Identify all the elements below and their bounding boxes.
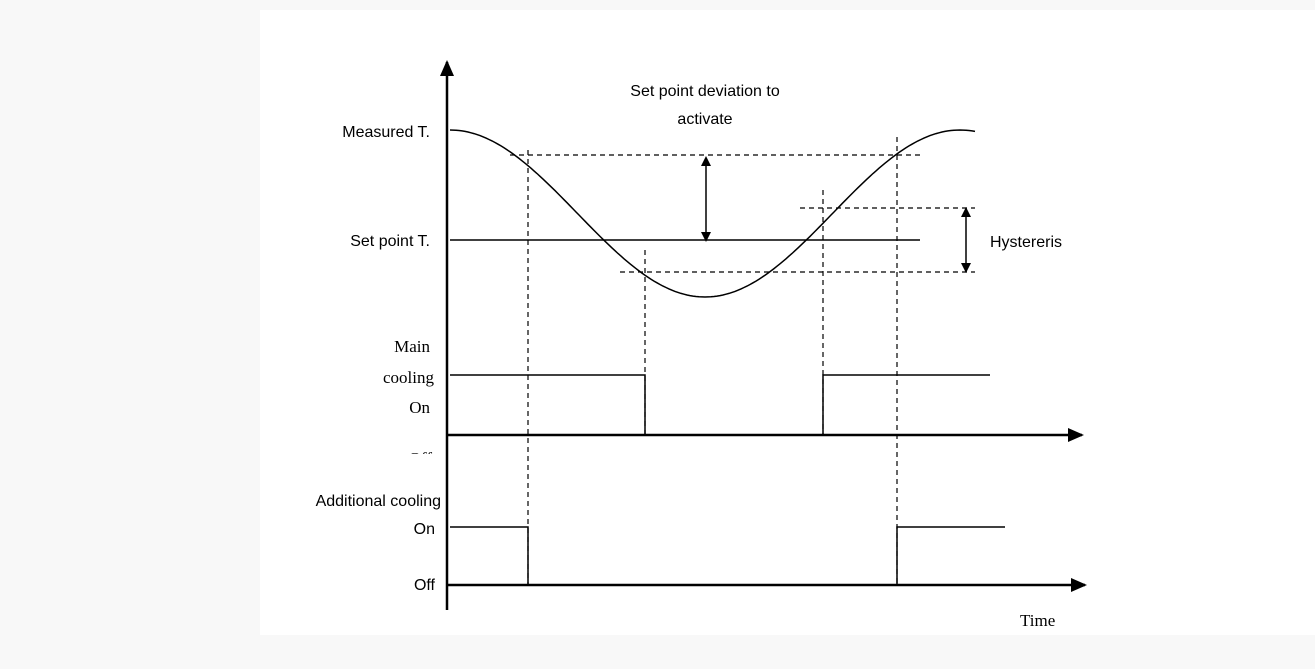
setpoint-label: Set point T. (350, 233, 430, 250)
hysteresis-label: Hystereris (990, 234, 1062, 251)
additional-label: Additional cooling (316, 493, 441, 510)
additional-signal (450, 526, 529, 585)
panel (260, 10, 1315, 635)
measured-label: Measured T. (342, 124, 430, 141)
main-signal (450, 374, 646, 435)
additional-off-label: Off (414, 577, 436, 594)
main-label: Main (394, 337, 430, 356)
main-label: On (409, 398, 430, 417)
measured-curve (449, 129, 976, 298)
additional-on-label: On (414, 521, 435, 538)
time-label: Time (1020, 611, 1055, 630)
main-signal (822, 374, 990, 435)
main-off-label: Off (409, 449, 433, 468)
main-label: cooling (383, 368, 434, 387)
deviation-label: Set point deviation to (630, 83, 780, 100)
additional-signal (896, 526, 1005, 585)
deviation-label: activate (677, 111, 732, 128)
